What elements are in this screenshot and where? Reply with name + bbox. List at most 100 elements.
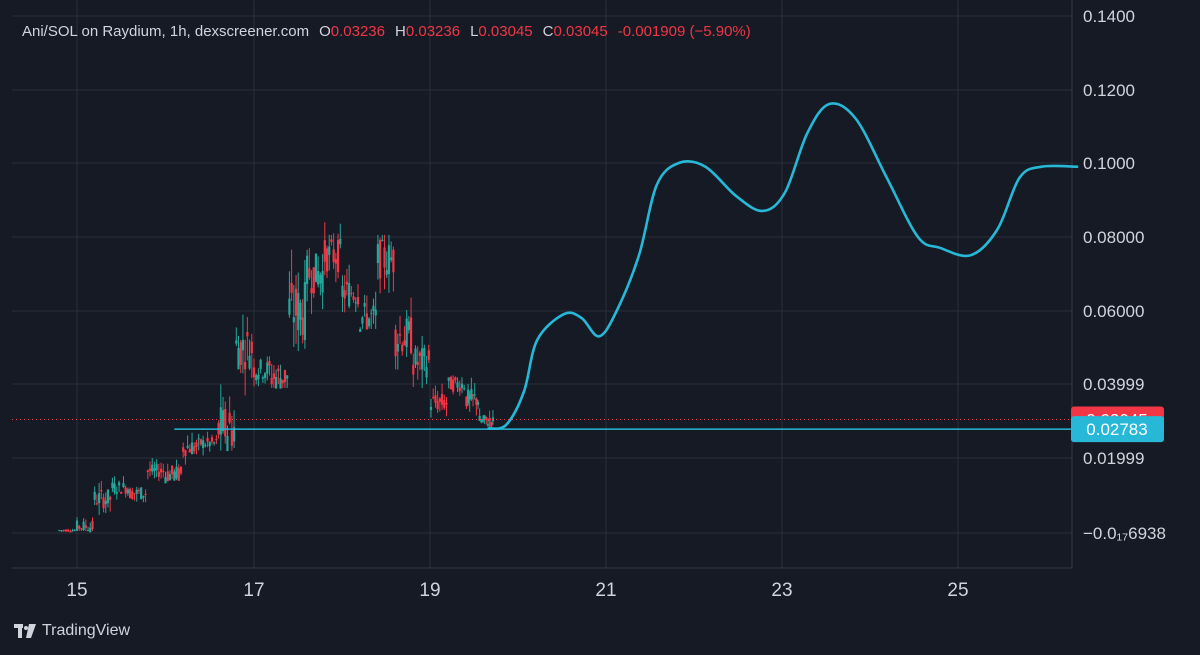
candle-body [95, 503, 99, 505]
candle-body [279, 378, 282, 389]
candle-body [416, 361, 419, 365]
candle-body [409, 317, 413, 353]
candle-body [481, 419, 485, 422]
candle-body [394, 329, 397, 357]
candle-body [339, 238, 342, 245]
candle-body [162, 470, 165, 472]
candle-body [466, 389, 470, 404]
candle-body [385, 270, 388, 275]
candle-body [197, 438, 200, 440]
low-label: L [470, 23, 479, 40]
brand-name: TradingView [42, 622, 131, 639]
candle-body [153, 468, 156, 471]
candle-body [82, 521, 85, 530]
candle-body [155, 464, 158, 471]
candle-body [179, 466, 183, 474]
candle-body [478, 415, 481, 421]
chart-grid [12, 0, 1073, 569]
x-tick-label: 23 [771, 580, 792, 601]
candle-body [193, 446, 196, 452]
candle-body [438, 398, 441, 402]
candle-body [381, 239, 384, 241]
candle-body [332, 249, 335, 263]
candle-body [246, 332, 249, 337]
candle-body [255, 375, 258, 381]
candle-body [228, 412, 231, 423]
candle-body [73, 530, 76, 532]
candle-body [206, 437, 209, 442]
candle-body [407, 321, 410, 331]
candle-body [281, 379, 284, 384]
support-price-tag-bg [1071, 416, 1164, 443]
candle-body [93, 491, 96, 500]
candle-body [429, 406, 433, 411]
candle-body [199, 439, 202, 445]
candle-body [224, 408, 227, 437]
candle-body [244, 361, 247, 370]
candle-body [398, 334, 402, 336]
y-tick-label: 0.06000 [1083, 302, 1144, 321]
candle-body [137, 489, 141, 492]
candle-body [71, 530, 74, 532]
x-tick-label: 25 [947, 580, 968, 601]
candle-body [173, 471, 176, 481]
candle-body [328, 246, 331, 256]
candle-body [443, 400, 446, 408]
time-axis: 15 17 19 21 23 25 [66, 580, 968, 601]
candle-body [64, 529, 68, 532]
candle-body [188, 448, 191, 453]
candle-body [317, 271, 320, 285]
candle-body [210, 437, 214, 442]
candle-body [62, 530, 65, 532]
candle-body [133, 493, 136, 495]
candle-body [432, 397, 435, 399]
candle-body [345, 281, 349, 285]
candle-body [341, 285, 344, 297]
high-label: H [395, 23, 406, 40]
candle-body [401, 344, 404, 352]
candle-body [109, 496, 112, 500]
candle-body [91, 520, 94, 529]
x-tick-label: 19 [419, 580, 440, 601]
candle-body [387, 245, 391, 274]
candle-body [75, 520, 79, 531]
symbol-label: Ani/SOL on Raydium, 1h, dexscreener.com [22, 23, 310, 40]
candle-body [219, 407, 222, 435]
candle-body [352, 296, 355, 300]
candle-body [157, 471, 160, 477]
candle-body [84, 525, 87, 528]
candle-body [488, 418, 491, 422]
candle-body [140, 487, 143, 500]
candle-body [392, 249, 395, 273]
x-tick-label: 17 [243, 580, 264, 601]
candle-body [166, 471, 169, 482]
candle-body [323, 240, 326, 262]
change-value: -0.001909 (−5.90%) [617, 23, 751, 40]
y-tick-label: 0.1400 [1083, 7, 1135, 26]
price-lines [12, 418, 1072, 430]
open-label: O [319, 23, 331, 40]
candle-body [144, 493, 147, 495]
y-tick-label: 0.01999 [1083, 449, 1144, 468]
candle-body [232, 427, 236, 442]
candle-body [292, 317, 295, 323]
candle-body [235, 340, 238, 344]
candle-body [372, 305, 375, 311]
candle-body [321, 271, 324, 293]
close-label: C [542, 23, 554, 40]
support-price-tag: 0.02783 [1086, 420, 1147, 439]
candle-body [473, 394, 476, 396]
candle-body [376, 244, 379, 263]
candle-body [58, 530, 61, 532]
low-value: 0.03045 [478, 23, 533, 40]
candle-body [100, 490, 103, 492]
candle-body [396, 343, 399, 352]
candle-body [463, 388, 466, 390]
candle-body [208, 442, 211, 447]
candle-body [168, 474, 172, 481]
tradingview-brand[interactable]: TradingView [14, 622, 130, 640]
candle-body [115, 492, 118, 494]
candle-body [283, 370, 287, 383]
candle-body [120, 491, 123, 494]
